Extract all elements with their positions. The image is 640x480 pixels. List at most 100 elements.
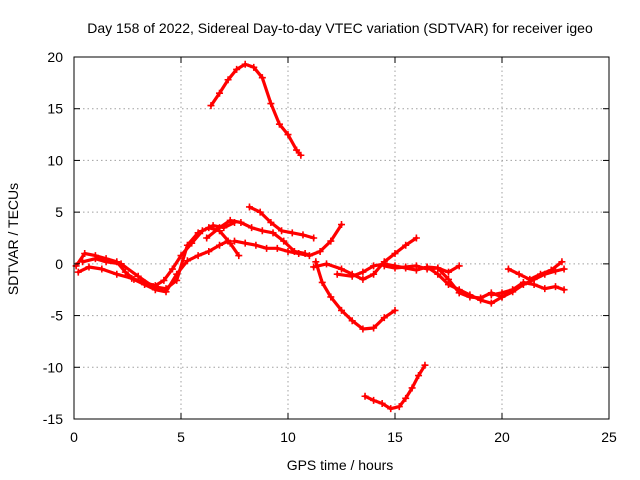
series-arc-13 bbox=[487, 278, 568, 299]
data-point bbox=[445, 268, 452, 276]
data-point bbox=[305, 252, 313, 260]
series-arc-12 bbox=[423, 263, 568, 307]
data-point bbox=[370, 262, 378, 270]
data-point bbox=[297, 151, 305, 159]
data-point bbox=[258, 227, 266, 235]
data-point bbox=[378, 399, 386, 407]
series-line bbox=[312, 236, 418, 281]
data-point bbox=[395, 403, 403, 411]
data-point bbox=[318, 278, 326, 286]
y-tick-label: -5 bbox=[51, 308, 64, 324]
data-point bbox=[250, 63, 258, 71]
series-arc-8 bbox=[312, 258, 399, 333]
y-tick-label: 10 bbox=[47, 152, 63, 168]
data-point bbox=[387, 405, 395, 413]
data-point bbox=[455, 262, 463, 270]
x-tick-label: 25 bbox=[601, 429, 617, 445]
data-point bbox=[231, 237, 238, 245]
data-point bbox=[168, 265, 176, 273]
data-point bbox=[361, 392, 369, 400]
data-point bbox=[310, 234, 318, 242]
data-point bbox=[301, 250, 309, 258]
data-point bbox=[359, 275, 367, 283]
data-point bbox=[273, 244, 281, 252]
data-point bbox=[359, 268, 367, 276]
data-point bbox=[248, 224, 256, 232]
data-point bbox=[487, 299, 495, 307]
x-tick-label: 5 bbox=[177, 429, 185, 445]
data-point bbox=[258, 74, 266, 82]
series-arc-9 bbox=[310, 234, 420, 283]
data-point bbox=[134, 272, 142, 280]
data-point bbox=[284, 247, 292, 255]
data-point bbox=[267, 218, 275, 226]
y-tick-label: -10 bbox=[43, 359, 63, 375]
data-point bbox=[226, 216, 234, 224]
data-point bbox=[504, 265, 512, 273]
data-point bbox=[541, 285, 549, 293]
data-point bbox=[173, 276, 181, 284]
series-line bbox=[209, 62, 303, 157]
data-point bbox=[280, 237, 288, 245]
data-point bbox=[380, 314, 388, 322]
data-point bbox=[128, 274, 136, 282]
data-point bbox=[293, 146, 301, 154]
data-point bbox=[323, 260, 331, 268]
data-point bbox=[402, 263, 410, 271]
x-tick-label: 10 bbox=[280, 429, 296, 445]
data-point bbox=[537, 270, 545, 278]
data-point bbox=[370, 396, 378, 404]
data-point bbox=[194, 252, 202, 260]
data-point bbox=[380, 262, 388, 270]
data-point bbox=[552, 283, 559, 291]
data-point bbox=[263, 244, 271, 252]
data-point bbox=[391, 264, 399, 272]
data-point bbox=[370, 324, 378, 332]
series-arc-6 bbox=[203, 216, 309, 258]
data-point bbox=[226, 239, 234, 247]
data-point bbox=[391, 306, 399, 314]
data-point bbox=[434, 264, 442, 272]
data-point bbox=[284, 131, 292, 139]
data-point bbox=[466, 291, 474, 299]
data-point bbox=[224, 76, 232, 84]
data-point bbox=[348, 272, 356, 280]
data-point bbox=[310, 263, 318, 271]
y-tick-label: -15 bbox=[43, 411, 63, 427]
y-tick-label: 15 bbox=[47, 101, 63, 117]
data-point bbox=[455, 286, 463, 294]
data-point bbox=[160, 276, 168, 284]
data-point bbox=[278, 227, 286, 235]
data-point bbox=[235, 252, 243, 260]
data-point bbox=[241, 239, 249, 247]
data-point bbox=[327, 293, 335, 301]
series-arc-15 bbox=[361, 361, 429, 413]
data-point bbox=[338, 265, 345, 273]
data-point bbox=[359, 325, 367, 333]
data-point bbox=[205, 224, 213, 232]
data-point bbox=[402, 394, 410, 402]
data-point bbox=[498, 289, 506, 297]
data-point bbox=[233, 65, 241, 73]
data-point bbox=[316, 247, 324, 255]
data-point bbox=[547, 266, 555, 274]
data-point bbox=[445, 281, 452, 289]
data-point bbox=[560, 286, 568, 294]
data-point bbox=[338, 306, 345, 314]
data-point bbox=[85, 263, 93, 271]
data-point bbox=[312, 258, 320, 266]
data-point bbox=[415, 372, 423, 380]
data-point bbox=[275, 120, 283, 128]
data-point bbox=[162, 285, 170, 293]
data-point bbox=[245, 203, 253, 211]
data-point bbox=[79, 258, 87, 266]
data-point bbox=[434, 270, 442, 278]
data-point bbox=[241, 60, 249, 68]
data-point bbox=[408, 384, 416, 392]
data-point bbox=[423, 263, 431, 271]
grid-lines bbox=[74, 57, 609, 419]
data-point bbox=[487, 291, 495, 299]
data-point bbox=[290, 247, 298, 255]
data-point bbox=[205, 247, 213, 255]
